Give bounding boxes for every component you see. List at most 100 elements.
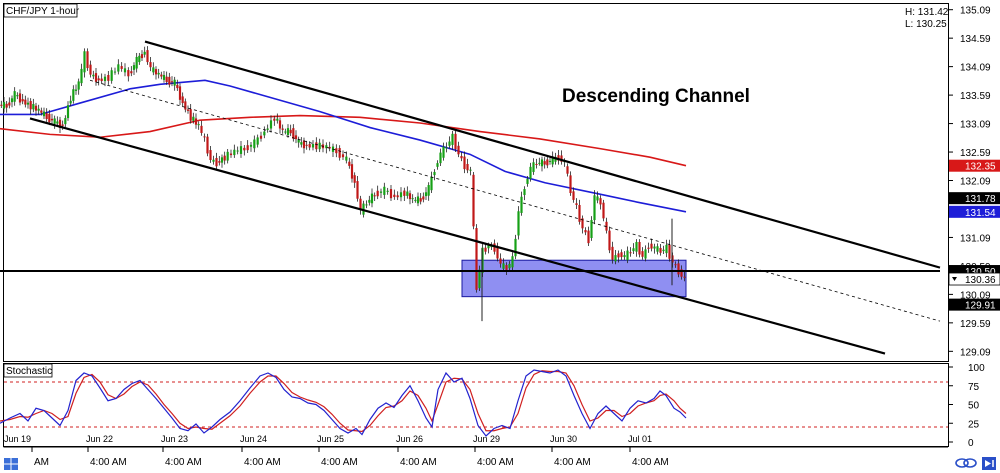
candle-body [469,169,472,171]
candle-body [386,190,389,192]
candle-body [325,145,328,149]
channel-lower-line [29,117,886,355]
indicator-label-text: Stochastic [6,366,52,377]
candle-body [383,186,386,195]
candle-body [445,147,448,149]
candle-body [365,204,368,206]
candle-body [160,74,163,77]
candle-body [8,102,11,106]
candle-body [113,71,117,73]
price-tag-box [949,159,1000,172]
price-tick-label: 132.59 [960,148,991,159]
price-tick-label: 130.09 [960,290,991,301]
candle-body [389,189,393,199]
grid-icon [4,458,18,470]
date-label: Jun 30 [550,434,577,444]
candle-body [647,247,650,249]
candle-body [173,79,176,86]
candle-body [620,252,623,258]
candle-body [132,65,136,70]
candle-body [475,228,478,290]
candle-body [165,76,168,83]
candle-body [373,195,376,197]
candle-body [37,108,40,111]
candle-body [318,142,321,150]
candle-body [611,246,614,260]
candle-body [103,76,107,82]
candle-body [146,50,149,63]
candle-body [584,230,587,233]
candle-body [396,195,399,198]
time-label: 4:00 AM [90,457,127,468]
candle-body [626,250,629,261]
candle-body [335,148,338,154]
candle-body [569,175,572,194]
candle-body [140,54,144,59]
price-tick-label: 131.09 [960,233,991,244]
candle-body [540,159,544,167]
candle-body [433,171,436,176]
price-tag-box [949,192,1000,205]
candle-body [566,166,569,174]
candle-body [345,156,348,161]
candle-body [218,161,221,163]
date-label: Jun 24 [240,434,267,444]
candle-body [680,269,683,277]
price-tick-label: 133.59 [960,91,991,102]
candle-body [170,81,174,83]
candle-body [315,142,318,150]
candle-body [623,255,626,258]
candle-body [110,70,113,81]
candle-body [520,196,523,213]
candle-body [341,154,345,158]
candle-body [13,91,16,102]
candle-body [593,195,596,221]
candle-body [77,81,80,90]
candle-body [641,251,644,257]
price-tag-box [948,272,1000,286]
candle-body [379,191,383,193]
forward-icon-arrow [985,460,991,467]
price-tick-label: 132.09 [960,177,991,188]
candle-body [419,198,422,202]
candle-body [24,99,27,105]
candle-body [529,166,532,179]
stochastic-d-line [0,370,687,433]
candle-body [454,133,457,150]
date-label: Jun 22 [86,434,113,444]
indicator-label: Stochastic [3,363,53,378]
candle-body [100,78,103,82]
time-label: 4:00 AM [477,457,514,468]
candle-body [226,151,229,161]
candle-body [21,99,24,102]
candle-body [499,258,502,264]
price-tag: 131.78 [949,192,1000,205]
candle-body [157,72,160,75]
time-label: 4:00 AM [400,457,437,468]
candle-body [284,131,287,133]
candle-body [683,276,686,278]
candle-body [48,113,51,123]
candle-body [229,153,233,156]
date-label: Jul 01 [628,434,652,444]
candle-body [259,135,263,139]
stochastic-tick-label: 25 [968,419,980,430]
candle-body [302,140,306,149]
candle-body [263,131,266,136]
price-tick-label: 133.09 [960,120,991,131]
candle-body [311,144,315,148]
candle-body [605,221,608,231]
price-tag-label: 131.78 [965,194,996,205]
candle-body [278,120,282,129]
candle-body [359,198,362,210]
date-label: Jun 19 [4,434,31,444]
candle-body [200,125,203,133]
candle-body [406,191,409,196]
candle-body [436,163,439,167]
price-tick-label: 134.09 [960,63,991,74]
price-tag-label: 130.36 [965,275,996,286]
link-icon-ring [963,458,977,468]
candle-body [353,175,356,183]
link-icon-ring [955,458,969,468]
candle-body [451,133,454,145]
